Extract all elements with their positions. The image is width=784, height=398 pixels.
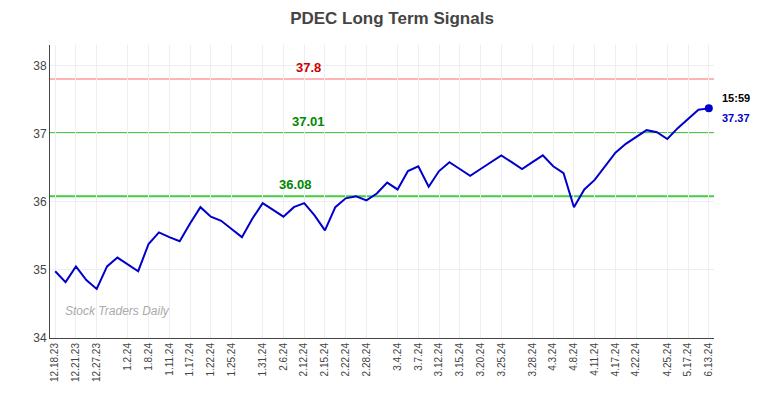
svg-text:12.27.23: 12.27.23 [91, 343, 102, 382]
svg-text:2.12.24: 2.12.24 [298, 343, 309, 377]
svg-text:37.01: 37.01 [292, 114, 325, 129]
svg-text:3.28.24: 3.28.24 [527, 343, 538, 377]
svg-text:1.22.24: 1.22.24 [205, 343, 216, 377]
svg-text:4.17.24: 4.17.24 [610, 343, 621, 377]
svg-text:1.8.24: 1.8.24 [143, 343, 154, 371]
svg-text:2.22.24: 2.22.24 [340, 343, 351, 377]
svg-text:1.11.24: 1.11.24 [164, 343, 175, 376]
svg-text:4.25.24: 4.25.24 [662, 343, 673, 377]
svg-text:2.28.24: 2.28.24 [361, 343, 372, 377]
svg-text:37.8: 37.8 [296, 60, 321, 75]
svg-text:2.6.24: 2.6.24 [278, 343, 289, 371]
svg-text:37: 37 [33, 127, 47, 141]
svg-text:3.12.24: 3.12.24 [433, 343, 444, 377]
svg-text:3.15.24: 3.15.24 [454, 343, 465, 377]
svg-text:3.4.24: 3.4.24 [392, 343, 403, 371]
svg-text:1.17.24: 1.17.24 [184, 343, 195, 377]
svg-text:3.20.24: 3.20.24 [475, 343, 486, 377]
svg-text:4.22.24: 4.22.24 [630, 343, 641, 377]
svg-text:34: 34 [33, 331, 47, 345]
svg-text:4.11.24: 4.11.24 [589, 343, 600, 376]
svg-text:1.2.24: 1.2.24 [122, 343, 133, 371]
svg-text:Stock Traders Daily: Stock Traders Daily [65, 304, 170, 318]
svg-text:36.08: 36.08 [279, 177, 312, 192]
svg-text:PDEC Long Term Signals: PDEC Long Term Signals [290, 9, 494, 28]
svg-text:36: 36 [33, 195, 47, 209]
svg-text:4.8.24: 4.8.24 [568, 343, 579, 371]
svg-text:3.7.24: 3.7.24 [413, 343, 424, 371]
svg-text:1.31.24: 1.31.24 [257, 343, 268, 377]
svg-text:37.37: 37.37 [722, 112, 750, 124]
svg-text:5.17.24: 5.17.24 [682, 343, 693, 377]
svg-text:3.25.24: 3.25.24 [496, 343, 507, 377]
svg-text:12.18.23: 12.18.23 [49, 343, 60, 382]
svg-text:2.15.24: 2.15.24 [319, 343, 330, 377]
svg-text:6.13.24: 6.13.24 [703, 343, 714, 377]
svg-text:4.3.24: 4.3.24 [547, 343, 558, 371]
svg-text:35: 35 [33, 263, 47, 277]
svg-text:38: 38 [33, 59, 47, 73]
svg-text:12.21.23: 12.21.23 [70, 343, 81, 382]
svg-text:15:59: 15:59 [722, 92, 750, 104]
svg-text:1.25.24: 1.25.24 [226, 343, 237, 377]
